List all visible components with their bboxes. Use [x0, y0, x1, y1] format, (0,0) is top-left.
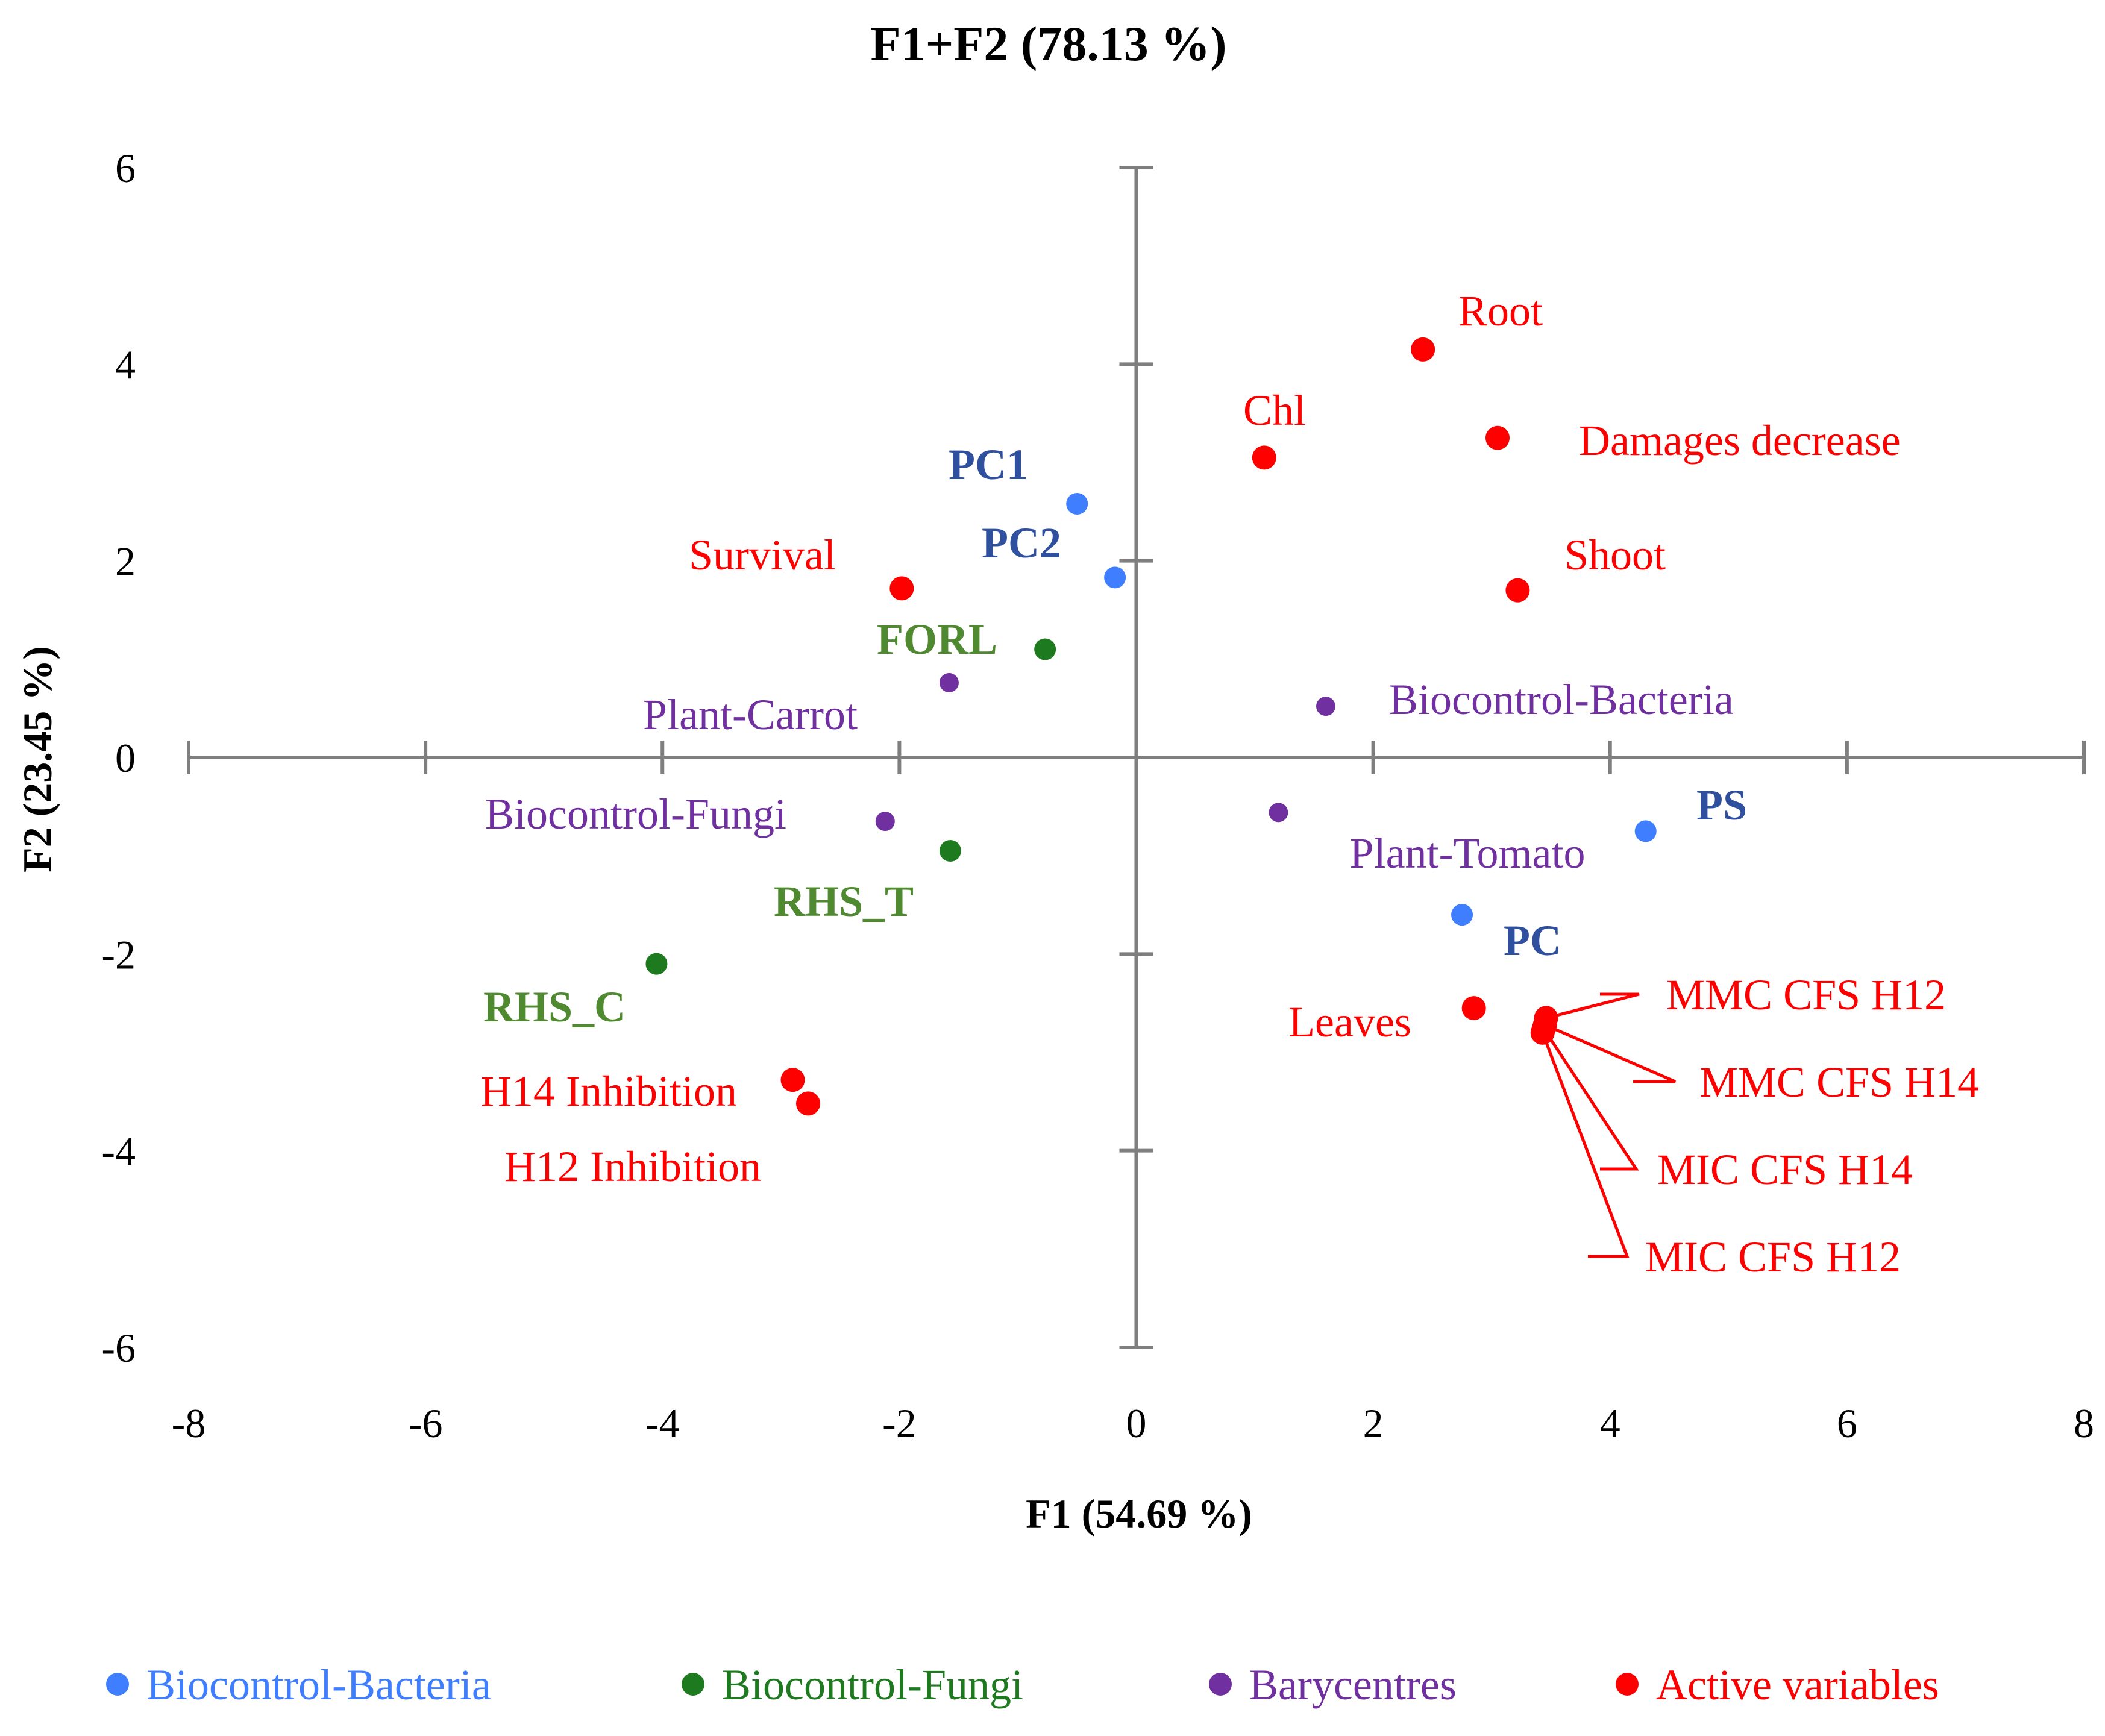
x-tick-label: 4 [1600, 1400, 1620, 1446]
y-tick-label: 6 [115, 145, 136, 191]
y-tick-label: 2 [115, 539, 136, 584]
point-bary-plant-carrot [939, 672, 959, 692]
legend-label-bary: Barycentres [1249, 1661, 1457, 1709]
point-active-survival [889, 576, 914, 601]
label-active-mmc-cfs-h14: MMC CFS H14 [1699, 1058, 1979, 1106]
label-active-damages-decrease: Damages decrease [1579, 416, 1901, 465]
label-bacteria-pc2: PC2 [982, 519, 1061, 567]
point-active-h14-inhibition [780, 1068, 805, 1092]
point-bacteria-ps [1634, 820, 1657, 842]
label-bary-biocontrol-fungi: Biocontrol-Fungi [485, 790, 786, 838]
point-bacteria-pc1 [1066, 493, 1088, 515]
leader-line-mmc-cfs-h12 [1545, 992, 1640, 1020]
x-tick-label: -8 [172, 1400, 206, 1446]
point-active-leaves [1461, 996, 1486, 1021]
legend-marker-active [1616, 1673, 1639, 1696]
point-bary-biocontrol-fungi [875, 812, 895, 832]
leader-line-mic-cfs-h12 [1541, 1032, 1630, 1258]
legend-label-fungi: Biocontrol-Fungi [722, 1661, 1023, 1709]
label-active-mic-cfs-h14: MIC CFS H14 [1657, 1145, 1913, 1194]
label-active-leaves: Leaves [1288, 998, 1411, 1046]
point-active-mic-cfs-h12 [1530, 1020, 1555, 1045]
x-tick-label: -2 [882, 1400, 917, 1446]
point-active-chl [1252, 445, 1276, 470]
x-tick-label: 0 [1126, 1400, 1147, 1446]
legend-marker-bary [1209, 1673, 1232, 1696]
point-active-damages-decrease [1485, 425, 1510, 450]
label-bary-biocontrol-bacteria: Biocontrol-Bacteria [1389, 675, 1734, 724]
x-tick-label: 6 [1837, 1400, 1857, 1446]
x-tick-label: -6 [409, 1400, 443, 1446]
chart-title: F1+F2 (78.13 %) [870, 16, 1226, 71]
point-bacteria-pc2 [1104, 566, 1126, 589]
label-active-root: Root [1458, 287, 1543, 335]
leader-line-mmc-cfs-h14 [1544, 1023, 1676, 1083]
label-bary-plant-tomato: Plant-Tomato [1350, 829, 1586, 877]
point-fungi-rhs-t [939, 840, 961, 862]
y-tick-label: -4 [101, 1129, 136, 1174]
point-active-h12-inhibition [796, 1091, 821, 1116]
x-tick-label: 8 [2074, 1400, 2094, 1446]
legend-marker-fungi [682, 1673, 704, 1696]
label-active-survival: Survival [689, 531, 836, 579]
x-tick-label: -4 [645, 1400, 680, 1446]
label-bacteria-pc: PC [1504, 917, 1561, 965]
label-active-mmc-cfs-h12: MMC CFS H12 [1666, 971, 1946, 1019]
leader-line-mic-cfs-h14 [1542, 1027, 1639, 1171]
point-bary-biocontrol-bacteria [1316, 697, 1335, 716]
y-tick-label: -6 [101, 1325, 136, 1371]
label-active-shoot: Shoot [1564, 531, 1666, 579]
label-active-h12-inhibition: H12 Inhibition [504, 1142, 761, 1191]
point-fungi-forl [1034, 638, 1056, 660]
y-tick-label: -2 [101, 932, 136, 977]
point-bary-plant-tomato [1269, 803, 1288, 823]
label-fungi-rhs-c: RHS_C [483, 983, 626, 1031]
point-bacteria-pc [1451, 904, 1473, 926]
label-bary-plant-carrot: Plant-Carrot [643, 691, 858, 739]
axes: -8 -6 -4 -2 0 2 4 6 8 6 4 2 0 -2 -4 -6 [101, 145, 2094, 1446]
data-points [645, 337, 1657, 1116]
y-tick-label: 0 [115, 735, 136, 781]
label-bacteria-ps: PS [1696, 781, 1747, 829]
label-active-mic-cfs-h12: MIC CFS H12 [1645, 1233, 1901, 1281]
legend-label-bacteria: Biocontrol-Bacteria [146, 1661, 491, 1709]
legend-marker-bacteria [106, 1673, 129, 1696]
label-fungi-forl: FORL [877, 615, 997, 663]
y-axis-title: F2 (23.45 %) [14, 646, 60, 873]
label-fungi-rhs-t: RHS_T [774, 877, 914, 926]
label-active-h14-inhibition: H14 Inhibition [480, 1067, 737, 1115]
legend: Biocontrol-Bacteria Biocontrol-Fungi Baryc… [106, 1661, 1939, 1709]
point-active-root [1411, 337, 1435, 362]
leader-lines [1541, 992, 1676, 1258]
y-tick-label: 4 [115, 342, 136, 387]
legend-label-active: Active variables [1656, 1661, 1939, 1709]
data-labels: PC1 PC2 PS PC FORL RHS_T RHS_C Plant-Carrot Bioc… [480, 287, 1979, 1281]
x-axis-title: F1 (54.69 %) [1026, 1491, 1252, 1537]
label-bacteria-pc1: PC1 [949, 440, 1028, 489]
x-tick-label: 2 [1363, 1400, 1384, 1446]
point-active-shoot [1505, 578, 1530, 603]
point-fungi-rhs-c [645, 953, 668, 975]
label-active-chl: Chl [1243, 386, 1306, 434]
